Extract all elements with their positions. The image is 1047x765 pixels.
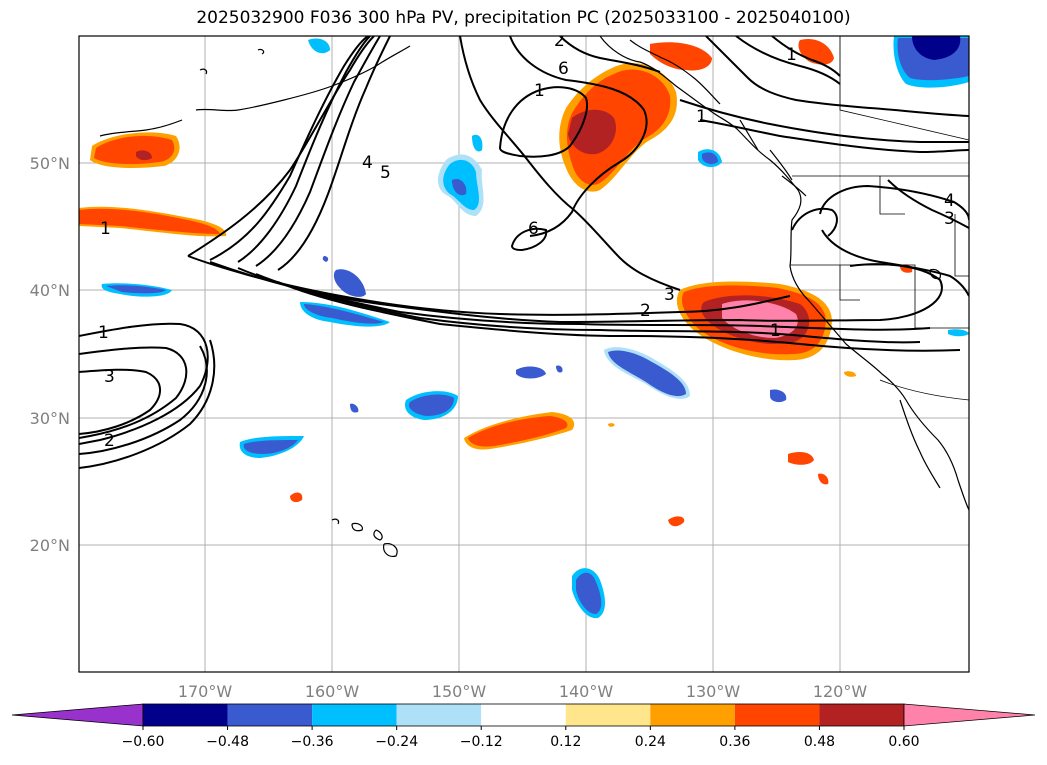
lon-label-120w: 120°W (813, 682, 868, 701)
lon-label-140w: 140°W (559, 682, 614, 701)
colorbar-swatch (481, 704, 566, 726)
contour-label: 1 (98, 323, 109, 343)
contour-label: 3 (664, 285, 675, 305)
colorbar-tick-label: 0.12 (550, 734, 581, 750)
latitude-labels: 50°N 40°N 30°N 20°N (30, 154, 70, 555)
contour-label: 1 (786, 45, 797, 65)
colorbar-tick-label: 0.24 (635, 734, 666, 750)
contour-label: 1 (534, 81, 545, 101)
lon-label-160w: 160°W (305, 682, 360, 701)
lat-label-20n: 20°N (30, 536, 70, 555)
map-frame (78, 35, 970, 673)
contour-label: 2 (640, 301, 651, 321)
colorbar-swatch (143, 704, 228, 726)
colorbar-tick-label: −0.12 (460, 734, 503, 750)
colorbar-tick-label: −0.24 (375, 734, 418, 750)
colorbar-tick-label: 0.36 (719, 734, 750, 750)
colorbar-swatch (650, 704, 735, 726)
colorbar: −0.60 −0.48 −0.36 −0.24 −0.12 0.12 0.24 0.36 0.4… (11, 703, 1036, 750)
pv-contour-labels: 1 2 3 4 5 6 6 1 1 2 3 1 3 4 2 1 1 (98, 31, 955, 451)
colorbar-swatch (565, 704, 651, 726)
lon-label-150w: 150°W (432, 682, 487, 701)
colorbar-swatch (396, 704, 482, 726)
contour-label: 6 (558, 59, 569, 79)
contour-label: 6 (528, 219, 539, 239)
colorbar-tick-label: 0.48 (804, 734, 835, 750)
lat-label-40n: 40°N (30, 281, 70, 300)
contour-label: 1 (696, 107, 707, 127)
colorbar-tick-label: −0.36 (291, 734, 334, 750)
contour-label: 3 (104, 367, 115, 387)
lat-label-50n: 50°N (30, 154, 70, 173)
contour-label: 3 (944, 209, 955, 229)
colorbar-extend-low (11, 703, 144, 727)
pv-contours (79, 36, 969, 469)
contour-label: 2 (554, 31, 565, 51)
contour-label: 1 (100, 219, 111, 239)
colorbar-tick-label: 0.60 (888, 734, 919, 750)
contour-label: 4 (362, 153, 373, 173)
colorbar-swatch (227, 704, 313, 726)
contour-label: 5 (380, 163, 391, 183)
map-title: 2025032900 F036 300 hPa PV, precipitatio… (196, 8, 851, 28)
contour-label: 1 (770, 321, 781, 341)
colorbar-tick-label: −0.48 (206, 734, 249, 750)
colorbar-swatch (734, 704, 820, 726)
lat-label-30n: 30°N (30, 409, 70, 428)
lon-label-170w: 170°W (178, 682, 233, 701)
negative-anomaly-shading (101, 36, 969, 619)
precip-positive-bc-coast (650, 42, 712, 71)
coastlines (99, 36, 969, 557)
political-borders (790, 36, 969, 401)
colorbar-swatch (312, 704, 397, 726)
contour-label: 2 (104, 431, 115, 451)
colorbar-extend-high (903, 703, 1036, 727)
longitude-labels: 170°W 160°W 150°W 140°W 130°W 120°W (178, 682, 868, 701)
colorbar-tick-label: −0.60 (122, 734, 165, 750)
contour-label: 4 (944, 191, 955, 211)
lon-label-130w: 130°W (686, 682, 741, 701)
colorbar-swatch (819, 704, 904, 726)
